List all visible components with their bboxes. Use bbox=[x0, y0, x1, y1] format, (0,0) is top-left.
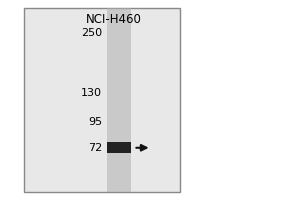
Text: 72: 72 bbox=[88, 143, 102, 153]
Text: 130: 130 bbox=[81, 88, 102, 98]
Bar bbox=[106, 8, 130, 192]
Bar bbox=[106, 142, 130, 153]
Text: 95: 95 bbox=[88, 117, 102, 127]
Bar bbox=[24, 8, 180, 192]
Text: 250: 250 bbox=[81, 28, 102, 38]
Text: NCI-H460: NCI-H460 bbox=[86, 13, 142, 26]
